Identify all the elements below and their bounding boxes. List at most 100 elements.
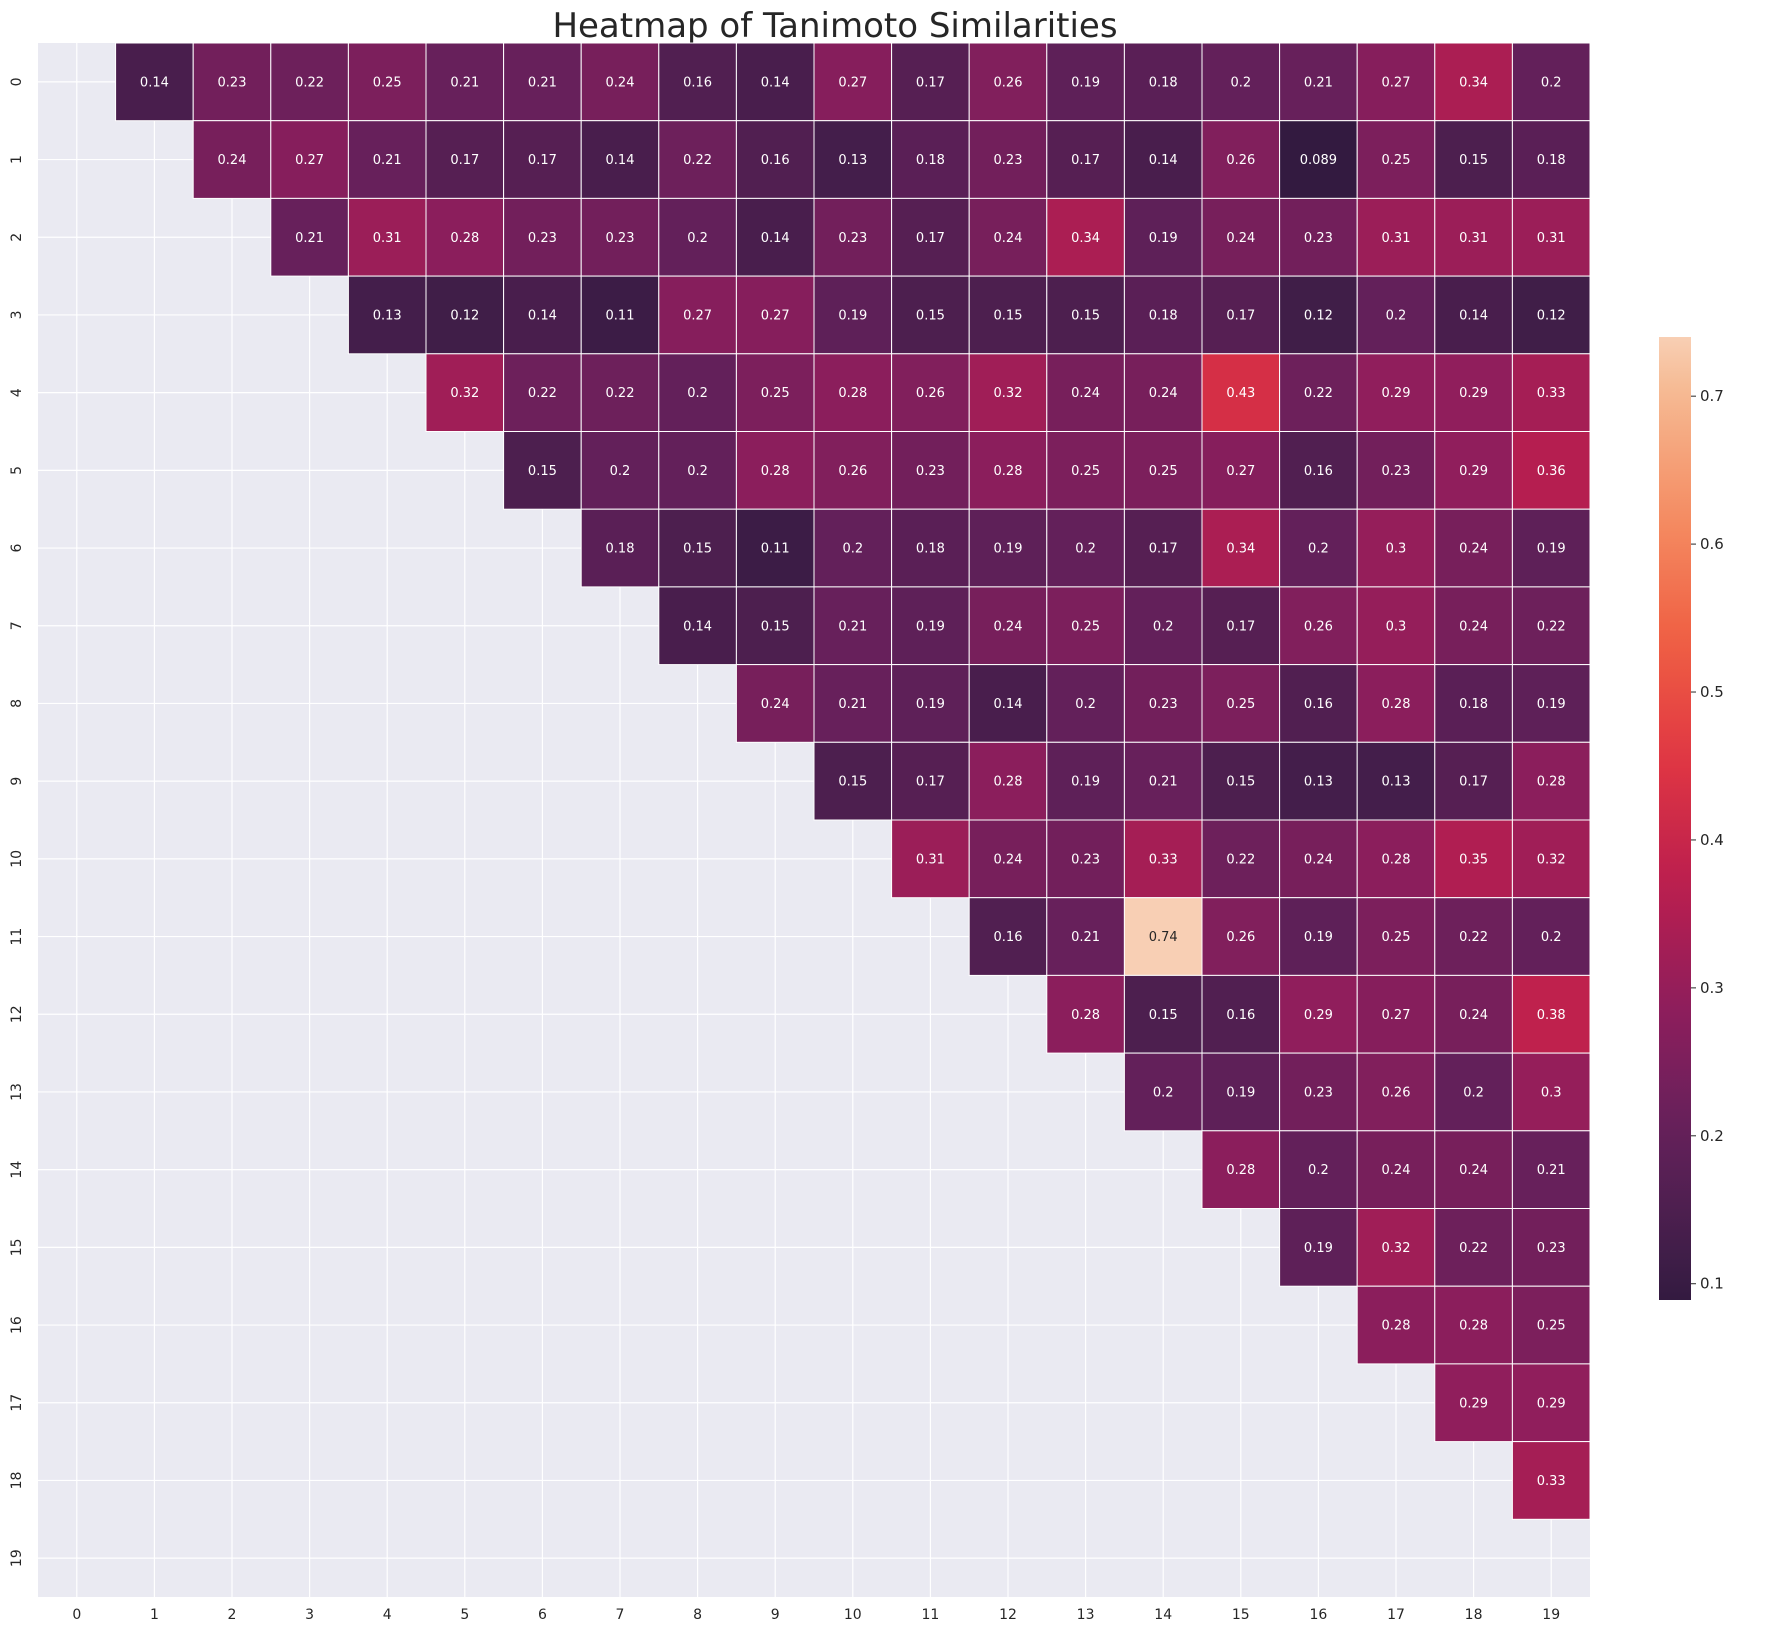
heatmap-cell bbox=[115, 42, 194, 122]
y-tick-label: 9 bbox=[9, 777, 25, 786]
heatmap-cell bbox=[1434, 1052, 1513, 1132]
heatmap-cell bbox=[1511, 197, 1591, 277]
heatmap-cell bbox=[1123, 275, 1203, 355]
cell-value-label: 0.18 bbox=[1149, 75, 1178, 90]
cell-value-label: 0.34 bbox=[1459, 75, 1488, 90]
cell-value-label: 0.2 bbox=[1541, 930, 1562, 945]
heatmap-cell bbox=[968, 508, 1048, 588]
cell-value-label: 0.2 bbox=[1075, 697, 1096, 712]
cell-value-label: 0.13 bbox=[373, 308, 402, 323]
cell-value-label: 0.19 bbox=[916, 697, 945, 712]
x-tick-label: 4 bbox=[383, 1607, 392, 1623]
cell-value-label: 0.3 bbox=[1386, 542, 1407, 557]
cell-value-label: 0.34 bbox=[1071, 231, 1100, 246]
heatmap-cell bbox=[580, 508, 660, 588]
cell-value-label: 0.19 bbox=[1149, 231, 1178, 246]
heatmap-cell bbox=[1356, 120, 1436, 199]
heatmap-cell bbox=[1279, 1208, 1358, 1287]
heatmap-cell bbox=[1046, 897, 1125, 976]
cell-value-label: 0.22 bbox=[683, 153, 712, 168]
heatmap-cell bbox=[735, 508, 815, 588]
cell-value-label: 0.15 bbox=[683, 542, 712, 557]
cell-value-label: 0.25 bbox=[1382, 930, 1411, 945]
cell-value-label: 0.21 bbox=[450, 75, 479, 90]
cell-value-label: 0.22 bbox=[606, 386, 635, 401]
heatmap-cell bbox=[347, 120, 427, 199]
cell-value-label: 0.17 bbox=[450, 153, 479, 168]
heatmap-cell bbox=[1201, 741, 1281, 821]
heatmap-cell bbox=[1434, 197, 1513, 277]
y-tick-label: 15 bbox=[9, 1238, 25, 1256]
cell-value-label: 0.28 bbox=[1382, 697, 1411, 712]
cell-value-label: 0.23 bbox=[1304, 1085, 1333, 1100]
cell-value-label: 0.24 bbox=[1459, 619, 1488, 634]
heatmap-cell bbox=[1123, 508, 1203, 588]
heatmap-cell bbox=[1201, 819, 1281, 899]
cell-value-label: 0.2 bbox=[1386, 308, 1407, 323]
cell-value-label: 0.26 bbox=[1382, 1085, 1411, 1100]
cell-value-label: 0.2 bbox=[1308, 1163, 1329, 1178]
cell-value-label: 0.19 bbox=[994, 542, 1023, 557]
cell-value-label: 0.25 bbox=[1149, 464, 1178, 479]
cell-value-label: 0.19 bbox=[1537, 697, 1566, 712]
heatmap-cell bbox=[735, 275, 815, 355]
heatmap-cell bbox=[1356, 353, 1436, 432]
heatmap-cell bbox=[813, 353, 893, 432]
heatmap-cell bbox=[1356, 42, 1436, 122]
heatmap-cell bbox=[968, 275, 1048, 355]
cell-value-label: 0.22 bbox=[528, 386, 557, 401]
cell-value-label: 0.24 bbox=[994, 852, 1023, 867]
heatmap-cell bbox=[270, 42, 349, 122]
heatmap-cell bbox=[1046, 197, 1125, 277]
cell-value-label: 0.3 bbox=[1541, 1085, 1562, 1100]
cell-value-label: 0.21 bbox=[528, 75, 557, 90]
heatmap-cell bbox=[1201, 1052, 1281, 1132]
cell-value-label: 0.23 bbox=[1304, 231, 1333, 246]
heatmap-cell bbox=[270, 197, 349, 277]
cell-value-label: 0.32 bbox=[1537, 852, 1566, 867]
cell-value-label: 0.33 bbox=[1149, 852, 1178, 867]
cell-value-label: 0.2 bbox=[1153, 619, 1174, 634]
heatmap-cell bbox=[891, 741, 970, 821]
cell-value-label: 0.14 bbox=[761, 75, 790, 90]
heatmap-cell bbox=[891, 664, 970, 743]
cell-value-label: 0.2 bbox=[1075, 542, 1096, 557]
cell-value-label: 0.26 bbox=[916, 386, 945, 401]
heatmap-cell bbox=[1356, 586, 1436, 666]
cell-value-label: 0.14 bbox=[994, 697, 1023, 712]
cell-value-label: 0.12 bbox=[1304, 308, 1333, 323]
heatmap-cell bbox=[1046, 664, 1125, 743]
cell-value-label: 0.26 bbox=[1226, 153, 1255, 168]
heatmap-cell bbox=[580, 431, 660, 510]
cell-value-label: 0.24 bbox=[1304, 852, 1333, 867]
cell-value-label: 0.2 bbox=[687, 231, 708, 246]
cell-value-label: 0.28 bbox=[994, 775, 1023, 790]
heatmap-cell bbox=[1201, 275, 1281, 355]
cell-value-label: 0.24 bbox=[761, 697, 790, 712]
heatmap-cell bbox=[813, 508, 893, 588]
cell-value-label: 0.34 bbox=[1226, 542, 1255, 557]
heatmap-cell bbox=[735, 197, 815, 277]
heatmap-cell bbox=[1046, 974, 1125, 1054]
cell-value-label: 0.24 bbox=[1149, 386, 1178, 401]
cell-value-label: 0.3 bbox=[1386, 619, 1407, 634]
heatmap-cell bbox=[1511, 819, 1591, 899]
heatmap-cell bbox=[1511, 741, 1591, 821]
cell-value-label: 0.16 bbox=[1226, 1008, 1255, 1023]
cell-value-label: 0.22 bbox=[1537, 619, 1566, 634]
heatmap-cell bbox=[1123, 431, 1203, 510]
x-tick-label: 12 bbox=[999, 1607, 1017, 1623]
cell-value-label: 0.14 bbox=[1459, 308, 1488, 323]
heatmap-cell bbox=[1356, 508, 1436, 588]
cell-value-label: 0.19 bbox=[1304, 1241, 1333, 1256]
cell-value-label: 0.16 bbox=[1304, 464, 1333, 479]
cell-value-label: 0.32 bbox=[994, 386, 1023, 401]
cell-value-label: 0.23 bbox=[1537, 1241, 1566, 1256]
cell-value-label: 0.19 bbox=[838, 308, 867, 323]
heatmap-cell bbox=[1279, 120, 1358, 199]
cell-value-label: 0.29 bbox=[1459, 386, 1488, 401]
cell-value-label: 0.15 bbox=[761, 619, 790, 634]
cell-value-label: 0.089 bbox=[1300, 153, 1337, 168]
cell-value-label: 0.27 bbox=[761, 308, 790, 323]
